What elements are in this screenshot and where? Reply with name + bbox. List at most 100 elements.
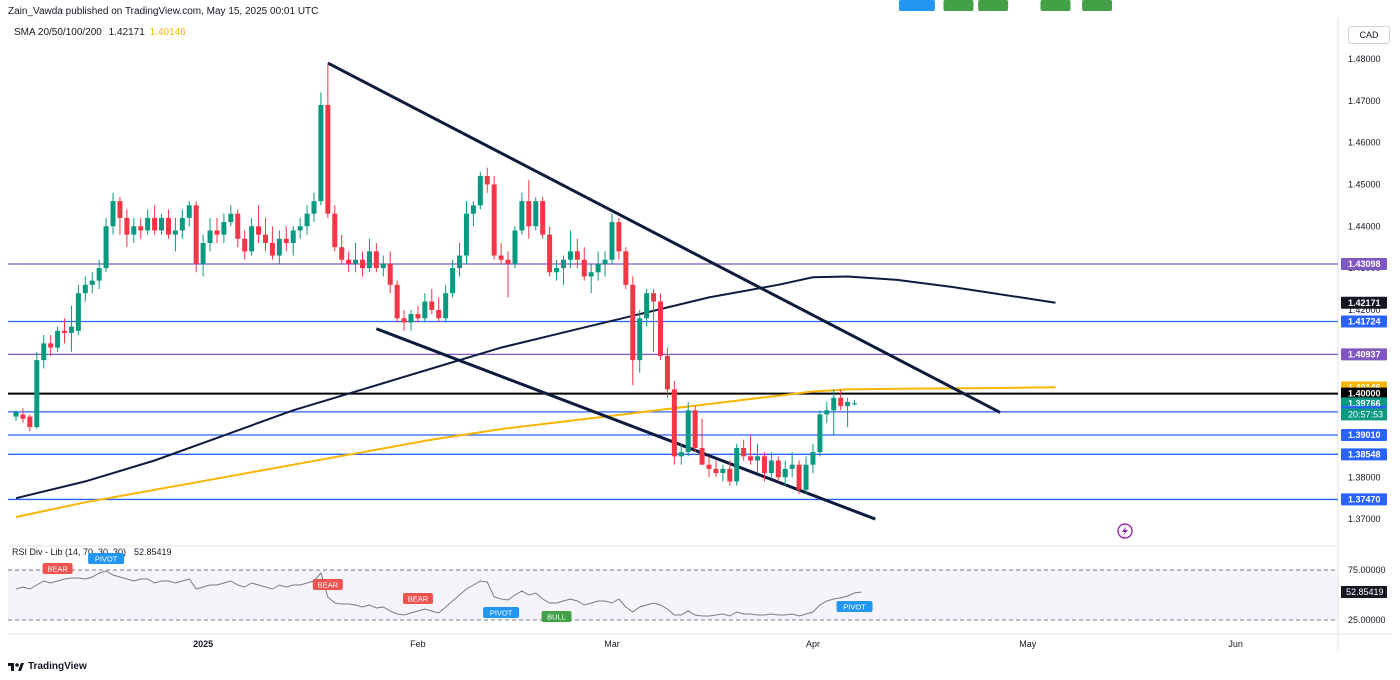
candle-bull	[82, 284, 88, 294]
candle-bull	[304, 213, 310, 227]
candle-bull	[845, 401, 851, 407]
rsi-signal-badge	[1082, 0, 1113, 11]
rsi-signal-label: BULL	[1046, 0, 1065, 2]
candle-bull	[824, 410, 830, 415]
candle-bull	[852, 403, 858, 405]
candle-bull	[512, 230, 518, 264]
rsi-legend-value: 52.85419	[134, 547, 172, 557]
candle-bear	[630, 284, 636, 361]
bolt-icon-glyph	[1122, 526, 1128, 536]
rsi-signal-pivot: PIVOT	[483, 607, 520, 618]
candle-bull	[221, 222, 227, 235]
rsi-signal-pivot: PIVOT	[898, 0, 935, 11]
candle-bear	[651, 293, 657, 302]
candle-bull	[768, 460, 774, 474]
candle-bear	[48, 343, 54, 348]
candle-bull	[644, 293, 650, 319]
candle-bull	[172, 230, 178, 235]
candle-bull	[450, 268, 456, 294]
candle-bear	[547, 234, 553, 273]
rsi-signal-bear: BEAR	[402, 593, 433, 604]
time-tick-label: 2025	[193, 639, 213, 649]
candle-bull	[311, 201, 317, 214]
price-tick-label: 1.42000	[1348, 305, 1381, 315]
candle-bear	[256, 226, 262, 235]
candle-bull	[588, 272, 594, 277]
sma-legend: SMA 20/50/100/200 1.42171 1.40146	[14, 27, 186, 38]
candle-bear	[706, 464, 712, 469]
sma-100-line	[15, 275, 1056, 500]
candle-bear	[775, 460, 781, 478]
candle-bull	[290, 230, 296, 243]
candle-bear	[165, 217, 171, 235]
candle-bear	[671, 389, 677, 457]
rsi-signal-bull: BULL	[978, 0, 1009, 11]
candle-bear	[193, 205, 199, 264]
candle-bear	[124, 217, 130, 235]
rsi-signal-bull: BULL	[1082, 0, 1113, 11]
price-tick-label: 1.37000	[1348, 514, 1381, 524]
price-tag-label: 1.43098	[1348, 259, 1381, 269]
candle-bear	[339, 247, 345, 260]
candle-bear	[657, 301, 663, 356]
price-tag-bg	[1341, 428, 1387, 441]
price-tick-label: 1.38000	[1348, 472, 1381, 482]
rsi-signal-badge	[312, 579, 343, 590]
candle-bear	[360, 259, 365, 269]
candle-bull	[685, 410, 691, 453]
candle-bear	[346, 259, 352, 264]
price-tag-bg	[1341, 315, 1387, 328]
candle-bear	[332, 213, 338, 248]
candle-bull	[353, 259, 359, 264]
candle-bear	[373, 251, 379, 269]
candle-bull	[803, 464, 809, 490]
sma-200-line	[15, 386, 1056, 518]
candle-bear	[138, 226, 144, 231]
candle-bear	[235, 213, 241, 239]
rsi-value-tag-bg	[1341, 586, 1387, 598]
rsi-signal-label: BULL	[1088, 0, 1107, 2]
rsi-value-tag: 52.85419	[1346, 587, 1384, 597]
candle-bear	[761, 456, 767, 474]
candle-bear	[748, 456, 754, 461]
candle-bull	[457, 255, 463, 269]
price-tick-label: 1.46000	[1348, 138, 1381, 148]
rsi-signal-label: BEAR	[47, 565, 68, 574]
candle-bull	[810, 452, 816, 465]
rsi-signal-pivot: PIVOT	[88, 553, 125, 564]
price-tag-label: 1.37470	[1348, 494, 1381, 504]
candle-bear	[283, 238, 289, 243]
candle-bear	[387, 263, 393, 285]
price-tick-label: 1.45000	[1348, 179, 1381, 189]
rsi-signal-badge	[898, 0, 935, 11]
sma-legend-label: SMA 20/50/100/200	[14, 27, 102, 38]
candle-bull	[380, 263, 386, 269]
candle-bull	[443, 293, 449, 319]
price-tag-label: 1.41724	[1348, 316, 1381, 326]
rsi-band	[8, 570, 1338, 620]
sma-legend-value-2: 1.40146	[149, 27, 186, 38]
currency-selector[interactable]: CAD	[1348, 26, 1390, 44]
replay-bolt-icon	[1117, 523, 1133, 539]
candle-bull	[89, 280, 95, 285]
candle-bull	[200, 242, 206, 264]
candle-bull	[55, 330, 61, 348]
candle-bull	[131, 226, 137, 235]
rsi-signal-label: BULL	[949, 0, 968, 2]
candle-bull	[554, 268, 560, 273]
candle-bear	[491, 184, 497, 256]
candle-bull	[470, 205, 476, 214]
candle-bull	[103, 226, 109, 269]
candle-bear	[325, 104, 331, 214]
price-tag-label: 1.42171	[1348, 298, 1381, 308]
candle-bull	[609, 222, 615, 260]
price-tag-bg	[1341, 493, 1387, 506]
candle-bear	[727, 468, 733, 482]
rsi-level-label: 25.00000	[1348, 615, 1386, 625]
rsi-signal-badge	[943, 0, 974, 11]
rsi-signal-badge	[978, 0, 1009, 11]
rsi-level-label: 75.00000	[1348, 565, 1386, 575]
candle-bear	[27, 416, 33, 428]
trendline-lower	[375, 327, 876, 521]
